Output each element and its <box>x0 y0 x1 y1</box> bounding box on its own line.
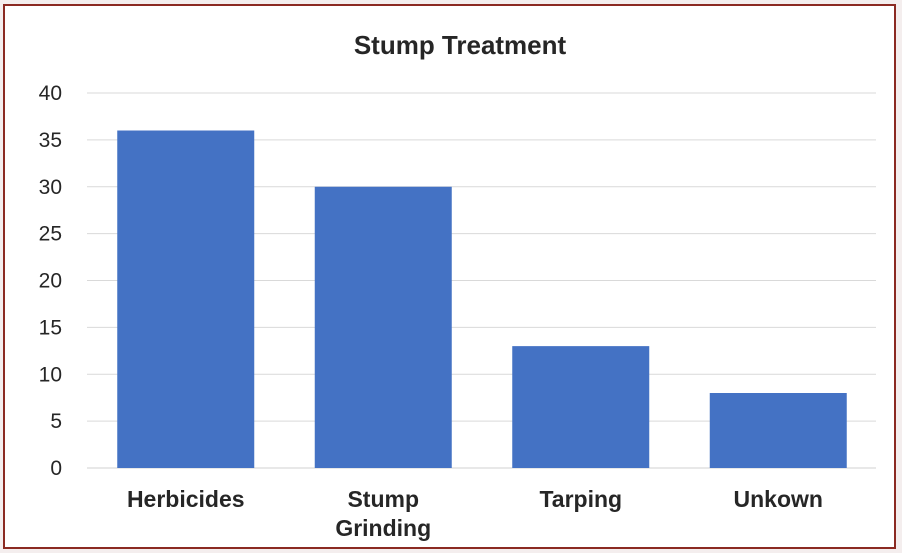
x-tick-label: Herbicides <box>127 486 245 512</box>
x-tick-label: Unkown <box>734 486 823 512</box>
bars <box>117 130 847 468</box>
x-tick-label: Tarping <box>539 486 622 512</box>
x-tick-label: Stump Grinding <box>335 486 431 541</box>
y-tick-label: 5 <box>50 410 62 433</box>
y-tick-label: 40 <box>39 82 62 105</box>
y-tick-label: 30 <box>39 176 62 199</box>
y-axis-ticks: 0 5 10 15 20 25 30 35 40 <box>39 82 62 480</box>
y-tick-label: 25 <box>39 223 62 246</box>
y-tick-label: 20 <box>39 270 62 293</box>
bar <box>314 186 452 468</box>
chart-title: Stump Treatment <box>354 30 567 60</box>
y-tick-label: 0 <box>50 457 62 480</box>
bar <box>709 393 847 468</box>
y-tick-label: 35 <box>39 129 62 152</box>
y-tick-label: 10 <box>39 363 62 386</box>
bar <box>512 346 650 468</box>
bar <box>117 130 255 468</box>
x-axis-ticks: Herbicides Stump Grinding Tarping Unkown <box>127 486 823 541</box>
y-tick-label: 15 <box>39 316 62 339</box>
